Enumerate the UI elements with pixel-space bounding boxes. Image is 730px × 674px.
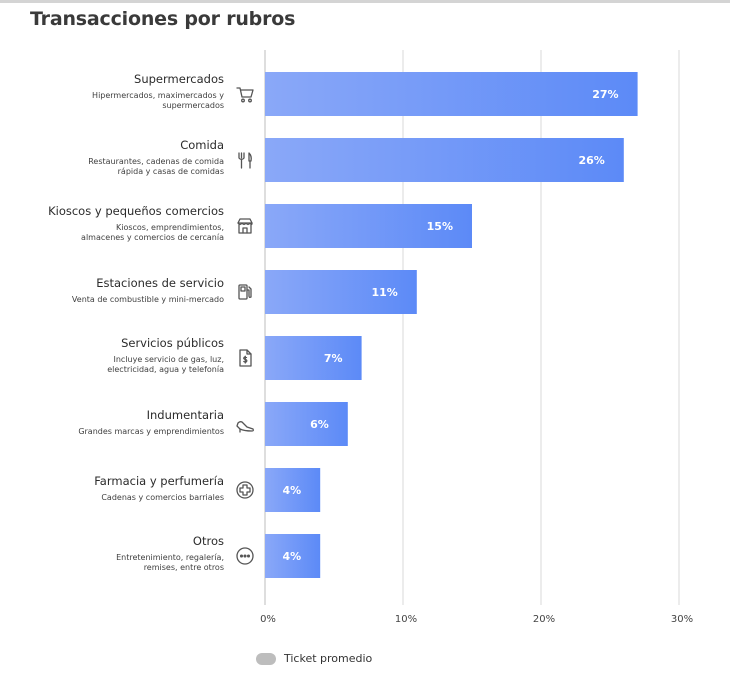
category-description: Kioscos, emprendimientos, [116,223,224,232]
more-dots-icon [236,547,254,565]
invoice-icon [239,349,252,367]
bar-value-label: 15% [427,220,453,233]
category-description: Cadenas y comercios barriales [101,493,224,502]
bar-value-label: 26% [578,154,604,167]
bar-value-label: 4% [283,484,302,497]
category-description: Incluye servicio de gas, luz, [113,355,224,364]
bar [265,138,624,182]
bar-value-label: 27% [592,88,618,101]
category-description: electricidad, agua y telefonía [107,365,224,374]
category-description: Entretenimiento, regalería, [116,553,224,562]
bar [265,336,362,380]
bar-value-label: 6% [310,418,329,431]
category-label: Servicios públicos [121,336,224,350]
x-tick-label: 30% [671,614,693,625]
legend[interactable]: Ticket promedio [256,652,372,665]
category-label: Supermercados [134,72,224,86]
bar-value-label: 4% [283,550,302,563]
category-label: Kioscos y pequeños comercios [48,204,224,218]
category-description: remises, entre otros [144,563,224,572]
cart-icon [236,87,254,103]
medical-cross-icon [236,481,254,499]
category-label: Indumentaria [147,408,224,422]
chart-title: Transacciones por rubros [30,8,296,30]
legend-swatch [256,652,276,665]
utensils-icon [238,152,252,169]
bar [265,204,472,248]
x-tick-label: 10% [395,614,417,625]
bar [265,402,348,446]
bar [265,270,417,314]
category-description: rápida y casas de comidas [118,167,224,176]
bar-value-label: 11% [371,286,397,299]
category-label: Comida [180,138,224,152]
bar-value-label: 7% [324,352,343,365]
x-tick-label: 20% [533,614,555,625]
category-label: Estaciones de servicio [96,276,224,290]
category-description: almacenes y comercios de cercanía [81,233,224,242]
category-description: supermercados [162,101,224,110]
category-description: Grandes marcas y emprendimientos [78,427,224,436]
category-label: Farmacia y perfumería [94,474,224,488]
fuel-pump-icon [238,284,252,300]
top-divider [0,0,730,3]
bar [265,534,321,578]
bar [265,468,321,512]
high-heel-icon [236,421,254,433]
legend-label: Ticket promedio [284,652,373,665]
storefront-icon [237,218,253,234]
category-label: Otros [193,534,224,548]
bar [265,72,638,116]
x-tick-label: 0% [260,614,276,625]
category-description: Restaurantes, cadenas de comida [88,157,224,166]
category-description: Venta de combustible y mini-mercado [72,295,224,304]
category-description: Hipermercados, maximercados y [92,91,224,100]
